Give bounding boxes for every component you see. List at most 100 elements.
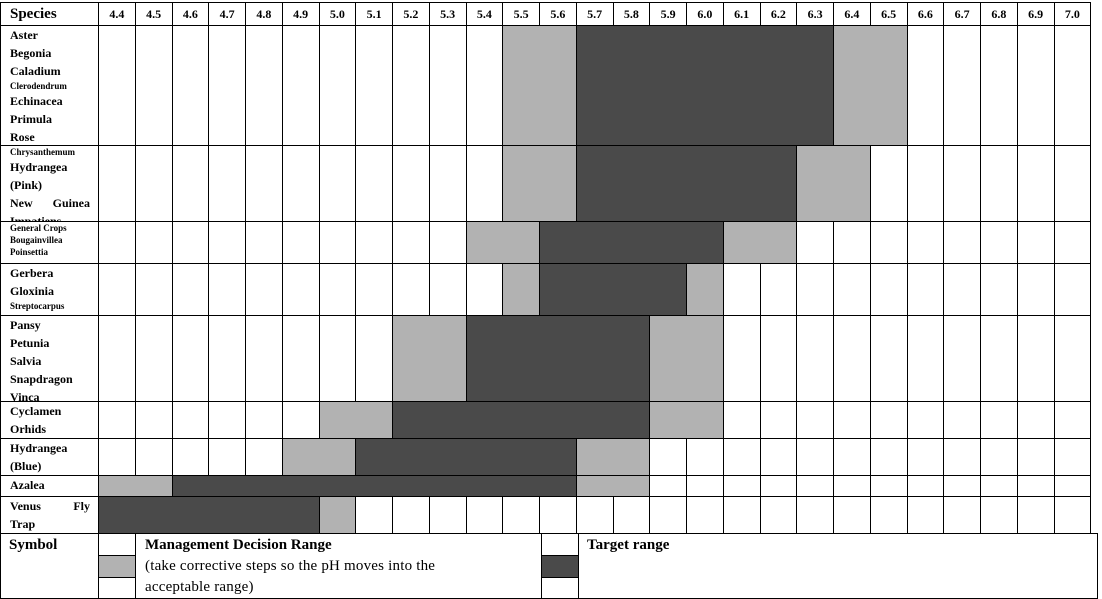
ph-cell <box>943 475 981 497</box>
ph-header-cell: 4.6 <box>171 2 210 26</box>
species-names: Pansy Petunia Salvia Snapdragon Vinca <box>0 315 99 402</box>
ph-cell <box>245 263 283 316</box>
ph-cell <box>906 401 945 439</box>
target-range <box>539 221 724 264</box>
ph-cell <box>759 475 798 497</box>
ph-cell <box>906 221 945 264</box>
ph-cell <box>980 263 1018 316</box>
ph-cell <box>612 496 651 534</box>
legend-blank-swatch-3 <box>541 533 579 556</box>
ph-cell <box>134 315 173 402</box>
species-name: New Guinea <box>10 196 90 210</box>
species-name: Aster <box>10 28 38 42</box>
target-range <box>575 25 834 146</box>
species-cell <box>0 438 99 476</box>
management-range-low <box>465 221 540 264</box>
ph-cell <box>171 25 210 146</box>
management-range-low <box>502 25 577 146</box>
ph-header-cell: 5.3 <box>428 2 467 26</box>
ph-cell <box>649 438 687 476</box>
ph-header-cell: 5.9 <box>649 2 687 26</box>
ph-cell <box>833 315 871 402</box>
management-range-high <box>318 496 357 534</box>
ph-cell <box>355 221 393 264</box>
species-names: Gerbera Gloxinia Streptocarpus <box>0 263 99 316</box>
target-range <box>171 475 577 497</box>
species-name: (Pink) <box>10 178 43 192</box>
ph-cell <box>98 263 136 316</box>
ph-cell <box>428 145 467 222</box>
species-name: Vinca <box>10 390 40 402</box>
ph-cell <box>722 263 761 316</box>
ph-cell <box>1053 221 1092 264</box>
species-name: Gerbera <box>10 266 54 280</box>
ph-cell <box>1053 145 1092 222</box>
management-range-high <box>833 25 908 146</box>
ph-header-cell: 4.5 <box>134 2 173 26</box>
species-name: Venus Fly <box>10 499 90 513</box>
species-cell <box>0 401 99 439</box>
ph-cell <box>1053 438 1092 476</box>
ph-cell <box>208 401 246 439</box>
ph-cell <box>869 475 908 497</box>
ph-cell <box>428 496 467 534</box>
ph-cell <box>208 145 246 222</box>
target-range <box>98 496 320 534</box>
species-name: Rose <box>10 130 35 144</box>
ph-cell <box>134 145 173 222</box>
ph-header-cell: 5.6 <box>539 2 577 26</box>
ph-cell <box>796 401 834 439</box>
species-header: Species <box>0 2 99 26</box>
ph-header-cell: 5.4 <box>465 2 504 26</box>
management-range-low <box>502 145 577 222</box>
legend-target-title: Target range <box>587 537 670 553</box>
ph-cell <box>869 438 908 476</box>
target-range <box>465 315 651 402</box>
ph-cell <box>1016 475 1055 497</box>
ph-cell <box>1053 315 1092 402</box>
ph-cell <box>722 401 761 439</box>
species-names: Hydrangea (Blue) <box>0 438 99 476</box>
ph-cell <box>686 496 724 534</box>
ph-cell <box>1053 475 1092 497</box>
ph-cell <box>281 25 320 146</box>
management-range-high <box>575 475 651 497</box>
ph-cell <box>1016 25 1055 146</box>
ph-cell <box>1016 496 1055 534</box>
legend-target-box <box>578 533 1098 599</box>
ph-cell <box>906 475 945 497</box>
ph-cell <box>833 475 871 497</box>
ph-cell <box>134 25 173 146</box>
management-range-low <box>281 438 357 476</box>
ph-cell <box>171 145 210 222</box>
ph-cell <box>686 438 724 476</box>
legend-management-swatch <box>98 555 136 578</box>
ph-cell <box>171 221 210 264</box>
ph-cell <box>796 263 834 316</box>
ph-header-cell: 5.0 <box>318 2 357 26</box>
management-range-high <box>722 221 798 264</box>
ph-cell <box>208 315 246 402</box>
ph-cell <box>465 25 504 146</box>
ph-header-cell: 4.8 <box>245 2 283 26</box>
species-name: (Blue) <box>10 459 42 473</box>
ph-cell <box>906 25 945 146</box>
ph-cell <box>980 438 1018 476</box>
ph-header-cell: 6.1 <box>722 2 761 26</box>
ph-cell <box>759 438 798 476</box>
ph-cell <box>943 401 981 439</box>
management-range-high <box>649 401 724 439</box>
ph-cell <box>722 438 761 476</box>
legend-blank-swatch-2 <box>98 577 136 599</box>
legend-blank-swatch <box>98 533 136 556</box>
ph-cell <box>281 145 320 222</box>
ph-cell <box>392 221 430 264</box>
ph-header-cell: 6.4 <box>833 2 871 26</box>
species-name: Echinacea <box>10 94 63 108</box>
legend-target-swatch <box>541 555 579 578</box>
management-range-high <box>575 438 651 476</box>
ph-cell <box>759 263 798 316</box>
ph-cell <box>1053 496 1092 534</box>
ph-cell <box>722 475 761 497</box>
